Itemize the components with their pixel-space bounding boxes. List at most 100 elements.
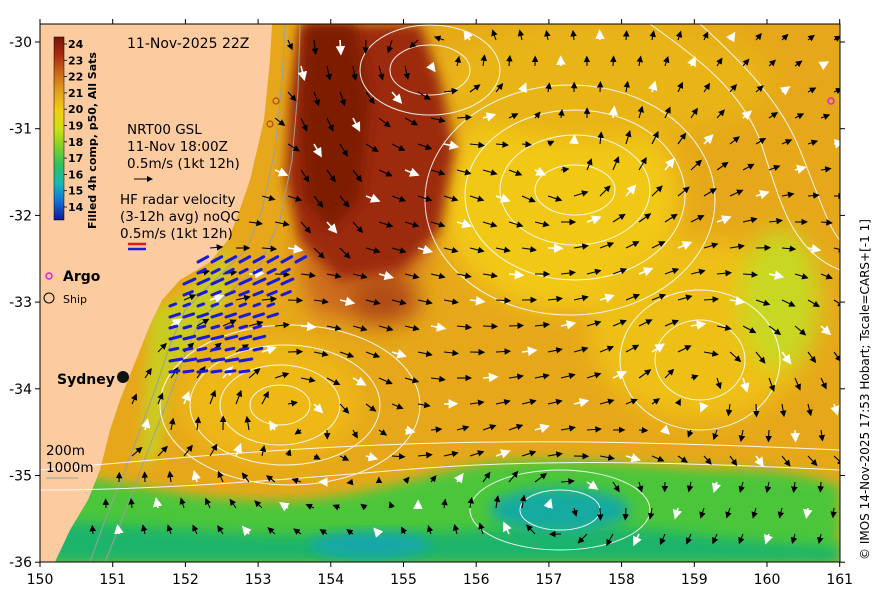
current-arrow [794,113,805,120]
current-arrow [625,241,640,249]
y-tick-label: -34 [9,382,32,398]
current-arrow [417,195,433,202]
current-arrow [391,403,404,410]
current-arrow [409,39,419,49]
hf-radar-vectors [168,255,308,374]
current-arrow [599,345,615,353]
radar-vector [168,369,181,374]
current-arrow [729,243,745,250]
current-legend-line1: NRT00 GSL [127,122,202,138]
current-arrow [311,39,319,55]
current-arrow [790,429,800,443]
cold-eddy-patch [490,488,630,532]
current-arrow [633,533,642,547]
current-arrow [794,325,807,336]
current-arrow [651,343,666,353]
radar-vector [224,369,237,374]
current-arrow [166,524,173,535]
current-arrow [365,193,381,203]
current-arrow [818,429,825,442]
radar-vector [210,277,225,286]
y-axis: -30 -31 -32 -33 -34 -35 -36 [9,35,845,571]
current-arrow [360,503,368,511]
argo-float-marker-2 [272,97,280,105]
current-arrow [597,131,604,145]
current-arrow [690,320,707,330]
current-arrow [417,298,433,306]
radar-vector [224,267,235,275]
current-arrow [781,139,793,146]
radar-vector [182,369,195,374]
current-arrow [816,533,824,544]
current-arrow [729,136,740,145]
radar-vector [168,334,183,341]
radar-vector [168,357,184,363]
current-arrow [703,134,714,145]
current-arrow [351,429,358,439]
x-tick-label: 156 [463,572,490,588]
current-arrow [417,143,433,150]
current-arrow [803,507,813,519]
current-arrow [830,403,840,416]
current-arrow [651,185,663,197]
current-arrow [456,425,470,432]
sydney-label: Sydney [57,372,115,388]
colorbar-tick-label: 17 [68,152,83,165]
current-arrow [534,472,548,483]
current-arrow [547,347,563,354]
current-arrow [703,350,719,357]
current-arrow [293,528,302,535]
current-arrow [326,377,341,386]
current-arrow [738,481,745,493]
current-arrow [339,91,346,107]
current-arrow [672,507,682,520]
current-arrow [495,193,511,203]
current-arrow [378,117,391,128]
current-arrow [443,298,459,305]
current-arrow [638,267,654,277]
current-arrow [287,91,297,102]
current-arrow [794,377,801,391]
current-arrow [729,83,738,93]
current-arrow [651,131,659,145]
ship-legend-label: Ship [63,293,87,306]
current-arrow [335,39,346,56]
radar-vector [182,334,197,341]
current-arrow [725,507,732,519]
current-arrow [167,470,174,483]
radar-vector [196,369,209,374]
colorbar-tick-label: 15 [68,185,83,198]
current-arrow [495,141,509,148]
current-arrow [586,480,599,490]
colorbar-tick-labels: 24 23 22 21 20 19 18 17 16 15 14 [64,38,84,214]
current-arrow [274,117,286,126]
current-arrow [259,445,267,457]
current-arrow [339,454,350,461]
current-arrow [482,471,491,483]
current-arrow [768,377,775,392]
radar-vector [224,312,237,319]
current-arrow [267,527,276,535]
radar-vector [252,346,264,352]
radar-vector [168,312,181,319]
radar-vector [238,302,248,308]
current-arrow [622,507,629,521]
current-arrow [703,188,717,197]
current-arrow [781,299,796,307]
warm-core-center [300,24,370,230]
sydney-marker [117,371,129,383]
current-arrow [781,245,797,252]
current-arrow [378,429,388,436]
current-arrow [636,55,643,67]
radar-vector [252,302,262,308]
depth-label-1000m: 1000m [46,460,94,476]
current-arrow [168,417,176,431]
current-arrow [441,498,448,509]
current-arrow [261,245,278,252]
current-arrow [781,455,791,467]
current-arrow [599,454,615,461]
current-arrow [287,400,298,407]
radar-vector [280,277,295,286]
current-arrow [703,296,720,303]
current-arrow [209,244,224,251]
